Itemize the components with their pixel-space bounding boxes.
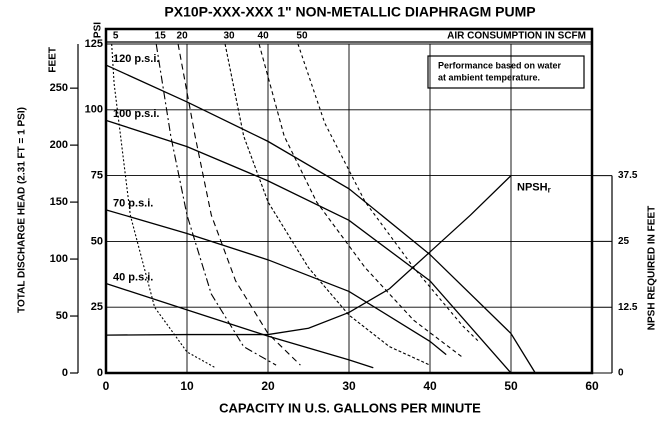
y-tick-label: 75 bbox=[91, 170, 103, 182]
y-tick-label: 0 bbox=[97, 367, 103, 379]
chart-title: PX10P-XXX-XXX 1" NON-METALLIC DIAPHRAGM … bbox=[164, 4, 535, 20]
psi-label: PSI bbox=[93, 22, 104, 38]
pressure-label: 100 p.s.i. bbox=[113, 108, 159, 120]
air-scale-label: 30 bbox=[224, 31, 236, 42]
feet-tick-label: 50 bbox=[56, 310, 68, 322]
x-axis-label: CAPACITY IN U.S. GALLONS PER MINUTE bbox=[219, 400, 481, 415]
y-axis-label: TOTAL DISCHARGE HEAD (2.31 FT = 1 PSI) bbox=[17, 107, 28, 313]
air-scale-label: 15 bbox=[155, 31, 167, 42]
npsh-name: NPSH bbox=[517, 182, 548, 194]
npsh-curve bbox=[105, 175, 512, 336]
y2-tick-label: 0 bbox=[618, 368, 624, 379]
air-curve bbox=[297, 43, 479, 342]
note-line: Performance based on water bbox=[438, 60, 562, 70]
y2-tick-label: 37.5 bbox=[618, 170, 638, 181]
air-curve bbox=[258, 43, 463, 358]
plot-frame bbox=[104, 27, 594, 375]
top-axis-label: AIR CONSUMPTION IN SCFM bbox=[447, 31, 586, 42]
pressure-curve bbox=[105, 282, 374, 369]
feet-tick-label: 200 bbox=[50, 139, 68, 151]
pressure-curve bbox=[105, 209, 447, 356]
feet-tick-label: 100 bbox=[50, 253, 68, 265]
air-scale-label: 50 bbox=[296, 31, 308, 42]
pressure-label: 70 p.s.i. bbox=[113, 198, 153, 210]
x-tick-label: 30 bbox=[342, 379, 356, 393]
x-tick-label: 50 bbox=[504, 379, 518, 393]
feet-tick-label: 250 bbox=[50, 82, 68, 94]
y-tick-label: 100 bbox=[85, 104, 103, 116]
x-tick-label: 10 bbox=[180, 379, 194, 393]
pressure-curve bbox=[105, 119, 512, 374]
feet-tick-label: 0 bbox=[62, 367, 68, 379]
air-curve bbox=[155, 43, 277, 366]
y-tick-label: 50 bbox=[91, 235, 103, 247]
npsh-subscript: r bbox=[548, 186, 551, 195]
x-tick-label: 0 bbox=[103, 379, 110, 393]
feet-label: FEET bbox=[48, 47, 59, 73]
y2-axis-label: NPSH REQUIRED IN FEET bbox=[647, 206, 658, 330]
air-scale-label: 20 bbox=[177, 31, 189, 42]
feet-tick-label: 150 bbox=[50, 196, 68, 208]
npsh-label: NPSHr bbox=[517, 182, 551, 195]
y2-tick-label: 25 bbox=[618, 236, 630, 247]
x-tick-label: 40 bbox=[423, 379, 437, 393]
air-curve bbox=[111, 43, 216, 369]
note-box bbox=[427, 55, 585, 89]
note-line: at ambient temperature. bbox=[438, 72, 540, 82]
air-curve bbox=[177, 43, 301, 366]
pressure-label: 120 p.s.i. bbox=[113, 53, 159, 65]
y-tick-label: 25 bbox=[91, 301, 103, 313]
air-scale-label: 5 bbox=[113, 31, 119, 42]
x-tick-label: 60 bbox=[585, 379, 599, 393]
y2-tick-label: 12.5 bbox=[618, 302, 638, 313]
air-curve bbox=[224, 43, 431, 366]
x-tick-label: 20 bbox=[261, 379, 275, 393]
pressure-curve bbox=[105, 64, 536, 374]
air-scale-label: 40 bbox=[258, 31, 270, 42]
pressure-label: 40 p.s.i. bbox=[113, 271, 153, 283]
y-tick-label: 125 bbox=[85, 38, 103, 50]
